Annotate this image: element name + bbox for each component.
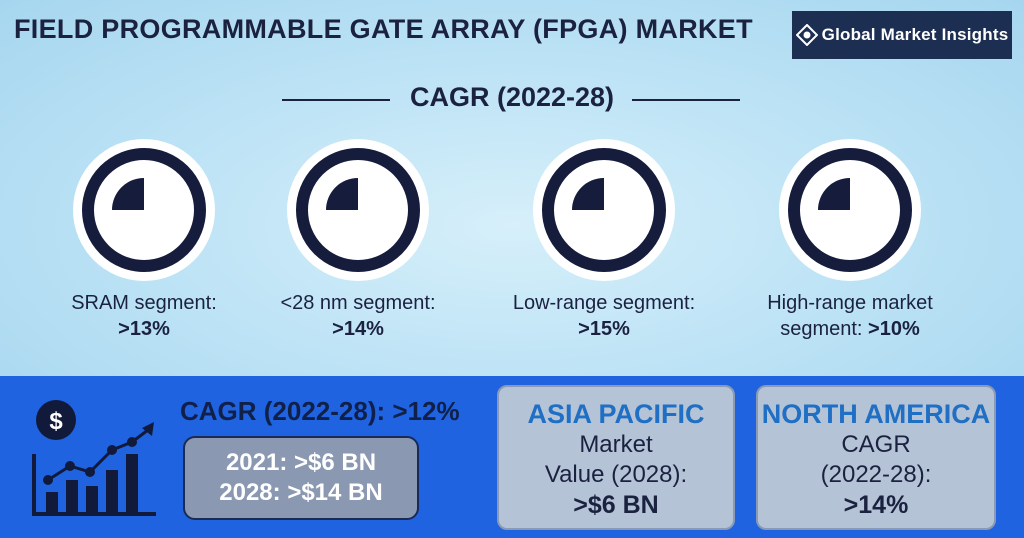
card-line: (2022-28): (820, 461, 932, 488)
card-line: CAGR (841, 431, 911, 458)
top-section: FIELD PROGRAMMABLE GATE ARRAY (FPGA) MAR… (0, 0, 1024, 376)
dollar-trend-chart-icon: $ (32, 400, 156, 516)
page-title: FIELD PROGRAMMABLE GATE ARRAY (FPGA) MAR… (14, 14, 753, 44)
segment-gauge-sram (72, 138, 216, 282)
segment-gauge-low-range (532, 138, 676, 282)
pie-quarter-icon (533, 139, 675, 281)
asia-pacific-card: ASIA PACIFIC Market Value (2028): >$6 BN (497, 385, 735, 530)
logo-text: Global Market Insights (821, 25, 1009, 44)
segment-label-low-range: Low-range segment: >15% (489, 290, 719, 342)
brand-logo[interactable]: Global Market Insights (792, 11, 1012, 59)
card-value: >14% (843, 491, 909, 519)
globe-logo-icon (795, 24, 818, 46)
segment-name: <28 nm segment: (280, 292, 436, 314)
segment-label-sram: SRAM segment: >13% (29, 290, 259, 342)
segment-name-line2: segment: >10% (735, 316, 965, 342)
pie-quarter-icon (779, 139, 921, 281)
north-america-card: NORTH AMERICA CAGR (2022-28): >14% (756, 385, 996, 530)
segment-label-high-range: High-range market segment: >10% (735, 290, 965, 342)
card-value: >$6 BN (573, 491, 659, 519)
segment-value: >15% (578, 318, 630, 340)
segment-name: Low-range segment: (512, 292, 696, 314)
segment-name: SRAM segment: (71, 292, 217, 314)
segment-name-line1: High-range market (767, 292, 933, 314)
divider-left (282, 99, 390, 101)
card-line: Value (2028): (544, 461, 688, 488)
segment-label-28nm: <28 nm segment: >14% (243, 290, 473, 342)
cagr-heading: CAGR (2022-28) (409, 82, 615, 112)
segment-gauge-high-range (778, 138, 922, 282)
value-2028: 2028: >$14 BN (219, 479, 383, 506)
overall-cagr: CAGR (2022-28): >12% (180, 396, 460, 426)
divider-right (632, 99, 740, 101)
segment-name: segment: (780, 318, 863, 340)
pie-quarter-icon (73, 139, 215, 281)
card-title: ASIA PACIFIC (527, 399, 705, 429)
svg-text:$: $ (49, 408, 63, 435)
card-title: NORTH AMERICA (761, 399, 991, 429)
segment-value: >14% (332, 318, 384, 340)
card-line: Market (579, 431, 653, 458)
pie-quarter-icon (287, 139, 429, 281)
market-value-box: 2021: >$6 BN 2028: >$14 BN (183, 436, 419, 520)
segment-gauge-28nm (286, 138, 430, 282)
value-2021: 2021: >$6 BN (225, 449, 377, 476)
segment-value: >13% (118, 318, 170, 340)
segment-value: >10% (868, 318, 920, 340)
